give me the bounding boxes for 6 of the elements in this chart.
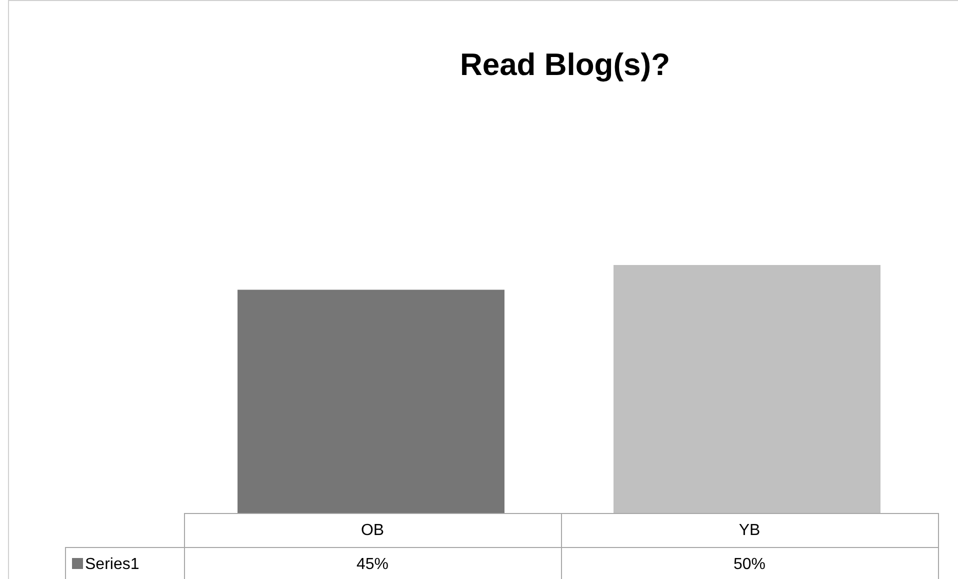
data-label: 45% (184, 548, 561, 579)
x-tick-label: YB (561, 514, 938, 548)
legend-label: Series1 (66, 548, 184, 579)
chart-title: Read Blog(s)? (460, 47, 670, 82)
data-label: 50% (561, 548, 938, 579)
x-tick-label: OB (184, 514, 561, 548)
